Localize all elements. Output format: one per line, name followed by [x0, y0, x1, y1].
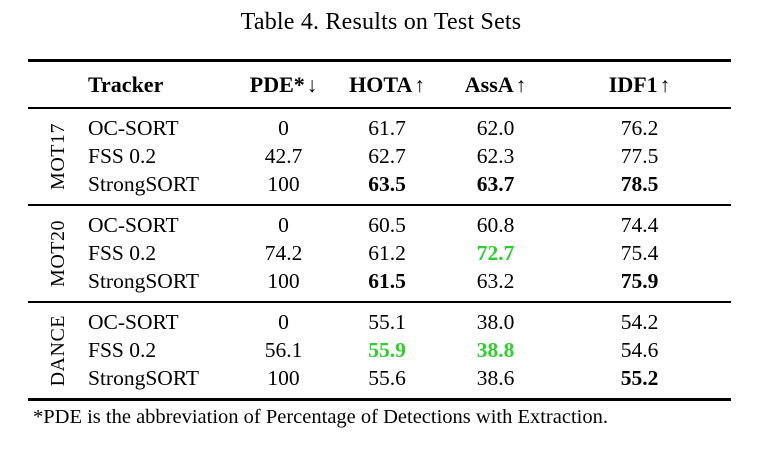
cell-assa: 62.3	[476, 144, 515, 168]
cell-idf1-best: 75.9	[620, 269, 659, 293]
cell-assa-best: 63.7	[476, 172, 515, 196]
cell-pde: 100	[267, 172, 300, 196]
cell-hota-highlight: 55.9	[368, 338, 406, 362]
cell-pde: 42.7	[264, 144, 303, 168]
cell-pde: 74.2	[264, 241, 303, 265]
cell-pde: 0	[278, 213, 289, 237]
down-arrow-icon: ↓	[306, 72, 318, 97]
cell-hota-best: 61.5	[368, 269, 406, 293]
cell-assa: 62.0	[476, 116, 515, 140]
tracker-name: OC-SORT	[88, 116, 179, 140]
cell-pde: 56.1	[264, 338, 303, 362]
cell-idf1-best: 55.2	[620, 366, 659, 390]
cell-pde: 100	[267, 366, 300, 390]
table-header-row: Tracker PDE*↓ HOTA↑ AssA↑ IDF1↑	[28, 62, 731, 109]
tracker-name: FSS 0.2	[88, 338, 157, 362]
tracker-name: OC-SORT	[88, 213, 179, 237]
cell-pde: 0	[278, 310, 289, 334]
tracker-name: FSS 0.2	[88, 144, 157, 168]
tracker-name: FSS 0.2	[88, 241, 157, 265]
up-arrow-icon: ↑	[659, 72, 671, 97]
cell-idf1: 76.2	[620, 116, 659, 140]
column-header-tracker: Tracker	[88, 72, 236, 98]
table-footnote: *PDE is the abbreviation of Percentage o…	[33, 406, 608, 428]
cell-assa: 60.8	[476, 213, 515, 237]
tracker-name: StrongSORT	[88, 269, 200, 293]
table-caption: Table 4. Results on Test Sets	[240, 9, 522, 35]
cell-hota: 55.1	[368, 310, 406, 334]
column-header-label: PDE*	[249, 71, 305, 97]
cell-idf1: 77.5	[620, 144, 659, 168]
tracker-name: StrongSORT	[88, 172, 200, 196]
cell-hota: 61.2	[368, 241, 406, 265]
cell-assa: 38.0	[476, 310, 515, 334]
column-header-label: IDF1	[608, 71, 658, 97]
column-header-assa: AssA↑	[443, 72, 548, 98]
group-label-mot17: MOT17	[47, 123, 69, 190]
cell-assa-highlight: 38.8	[476, 338, 515, 362]
column-header-hota: HOTA↑	[331, 72, 443, 98]
up-arrow-icon: ↑	[414, 72, 425, 97]
section-dance: DANCE OC-SORT 0 55.1 38.0 54.2 FSS 0.2 5…	[28, 303, 731, 401]
column-header-idf1: IDF1↑	[548, 72, 731, 98]
up-arrow-icon: ↑	[515, 72, 527, 97]
cell-assa: 63.2	[476, 269, 515, 293]
section-mot17: MOT17 OC-SORT 0 61.7 62.0 76.2 FSS 0.2 4…	[28, 109, 731, 206]
group-label-mot20: MOT20	[47, 220, 69, 287]
column-header-label: HOTA	[349, 71, 413, 97]
column-header-label: AssA	[464, 71, 514, 97]
column-header-pde: PDE*↓	[236, 72, 331, 98]
cell-hota: 60.5	[368, 213, 406, 237]
results-table: Tracker PDE*↓ HOTA↑ AssA↑ IDF1↑ MOT17 OC…	[28, 59, 731, 401]
section-mot20: MOT20 OC-SORT 0 60.5 60.8 74.4 FSS 0.2 7…	[28, 206, 731, 303]
cell-idf1: 74.4	[620, 213, 659, 237]
group-label-dance: DANCE	[47, 314, 69, 387]
cell-hota: 61.7	[368, 116, 406, 140]
cell-hota: 55.6	[368, 366, 406, 390]
cell-idf1: 75.4	[620, 241, 659, 265]
cell-hota-best: 63.5	[368, 172, 406, 196]
cell-assa: 38.6	[476, 366, 515, 390]
cell-hota: 62.7	[368, 144, 406, 168]
cell-assa-highlight: 72.7	[476, 241, 515, 265]
tracker-name: OC-SORT	[88, 310, 179, 334]
cell-pde: 0	[278, 116, 289, 140]
cell-idf1: 54.2	[620, 310, 659, 334]
column-header-label: Tracker	[88, 71, 164, 97]
cell-idf1: 54.6	[620, 338, 659, 362]
tracker-name: StrongSORT	[88, 366, 200, 390]
cell-idf1-best: 78.5	[620, 172, 659, 196]
cell-pde: 100	[267, 269, 300, 293]
